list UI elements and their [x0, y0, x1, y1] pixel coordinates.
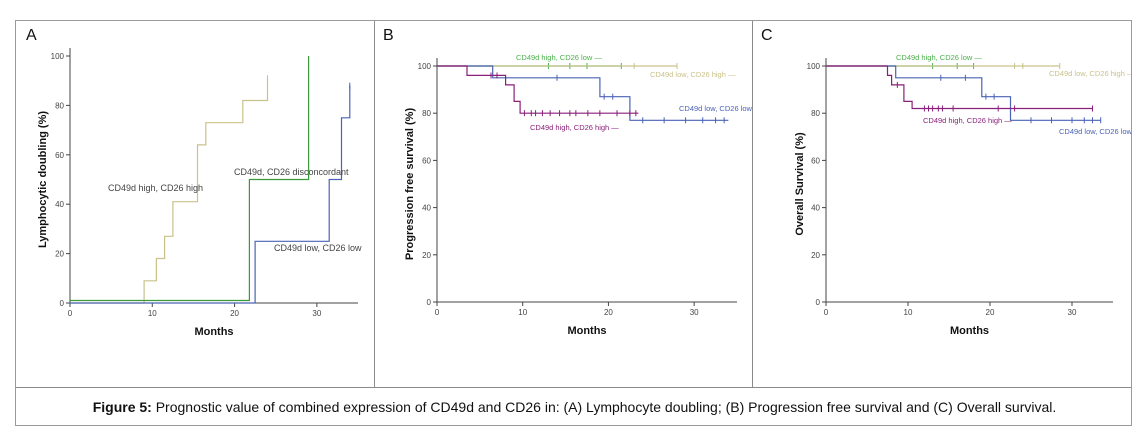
- series-annotation-blue: CD49d low, CD26 low —: [679, 104, 752, 113]
- x-tick-label: 10: [904, 308, 913, 317]
- x-tick-label: 0: [824, 308, 829, 317]
- y-tick-label: 100: [51, 52, 65, 61]
- x-tick-label: 0: [68, 309, 73, 318]
- panel-b-chart: B 0 20 40 60 80 100 0 10 20 30 Months Progression fr…: [383, 27, 752, 337]
- series-line-2: [70, 85, 351, 304]
- x-axis-label: Months: [567, 325, 606, 337]
- x-axis-label: Months: [194, 326, 233, 338]
- x-axis-label: Months: [950, 325, 989, 337]
- y-axis-label: Progression free survival (%): [404, 108, 416, 261]
- y-tick-label: 40: [422, 204, 431, 213]
- y-tick-label: 60: [811, 156, 820, 165]
- x-tick-label: 20: [230, 309, 239, 318]
- series-line-1: [70, 56, 310, 302]
- x-tick-label: 10: [148, 309, 157, 318]
- series-annotation-green_label: CD49d, CD26 disconcordant: [234, 167, 349, 177]
- series-annotation-lg: CD49d high, CD26 low —: [516, 53, 602, 62]
- x-tick-label: 0: [435, 308, 440, 317]
- series-annotation-tan_label: CD49d high, CD26 high: [108, 183, 203, 193]
- series-line-3: [437, 65, 639, 114]
- series-annotation-tan: CD49d low, CD26 high —: [650, 70, 736, 79]
- figure-caption-label: Figure 5:: [92, 399, 152, 415]
- series-annotation-blue_label: CD49d low, CD26 low: [274, 243, 362, 253]
- series-annotation-lg: CD49d high, CD26 low —: [896, 53, 982, 62]
- y-tick-label: 0: [816, 298, 821, 307]
- caption-rule: [16, 387, 1131, 388]
- y-tick-label: 80: [811, 109, 820, 118]
- x-tick-label: 10: [518, 308, 527, 317]
- series-annotation-purple: CD49d high, CD26 high —: [530, 123, 619, 132]
- figure-caption: Figure 5: Prognostic value of combined e…: [16, 399, 1133, 415]
- y-axis-label: Overall Survival (%): [794, 132, 806, 236]
- series-line-2: [437, 65, 729, 121]
- x-tick-label: 30: [312, 309, 321, 318]
- y-tick-label: 100: [418, 62, 432, 71]
- y-tick-label: 60: [55, 151, 64, 160]
- y-tick-label: 20: [422, 251, 431, 260]
- figure-caption-text: Prognostic value of combined expression …: [155, 399, 1057, 415]
- x-tick-label: 30: [690, 308, 699, 317]
- y-tick-label: 0: [60, 299, 65, 308]
- panel-divider-bc: [752, 21, 753, 387]
- y-tick-label: 60: [422, 156, 431, 165]
- y-tick-label: 80: [422, 109, 431, 118]
- series-annotation-tan: CD49d low, CD26 high —: [1049, 69, 1131, 78]
- series-annotation-purple: CD49d high, CD26 high —: [923, 116, 1012, 125]
- series-line-2: [826, 65, 1101, 121]
- y-tick-label: 40: [55, 200, 64, 209]
- y-tick-label: 0: [427, 298, 432, 307]
- y-tick-label: 40: [811, 204, 820, 213]
- panel-a-chart: A 0 20 40 60 80 100 0 10 20 30 Months Lymphocytic do…: [26, 27, 362, 338]
- y-tick-label: 20: [55, 250, 64, 259]
- series-annotation-blue: CD49d low, CD26 low —: [1059, 127, 1131, 136]
- x-tick-label: 30: [1068, 308, 1077, 317]
- y-tick-label: 80: [55, 101, 64, 110]
- y-tick-label: 20: [811, 251, 820, 260]
- panel-c-chart: C 0 20 40 60 80 100 0 10 20 30 Months Overall Surviv…: [761, 27, 1131, 337]
- panel-letter-a: A: [26, 27, 37, 44]
- figure-frame: A 0 20 40 60 80 100 0 10 20 30 Months Lymphocytic do…: [15, 20, 1132, 426]
- y-tick-label: 100: [807, 62, 821, 71]
- series-line-0: [70, 78, 269, 304]
- y-axis-label: Lymphocytic doubling (%): [37, 111, 49, 248]
- panel-divider-ab: [374, 21, 375, 387]
- panel-letter-b: B: [383, 27, 394, 44]
- x-tick-label: 20: [604, 308, 613, 317]
- panel-letter-c: C: [761, 27, 773, 44]
- x-tick-label: 20: [986, 308, 995, 317]
